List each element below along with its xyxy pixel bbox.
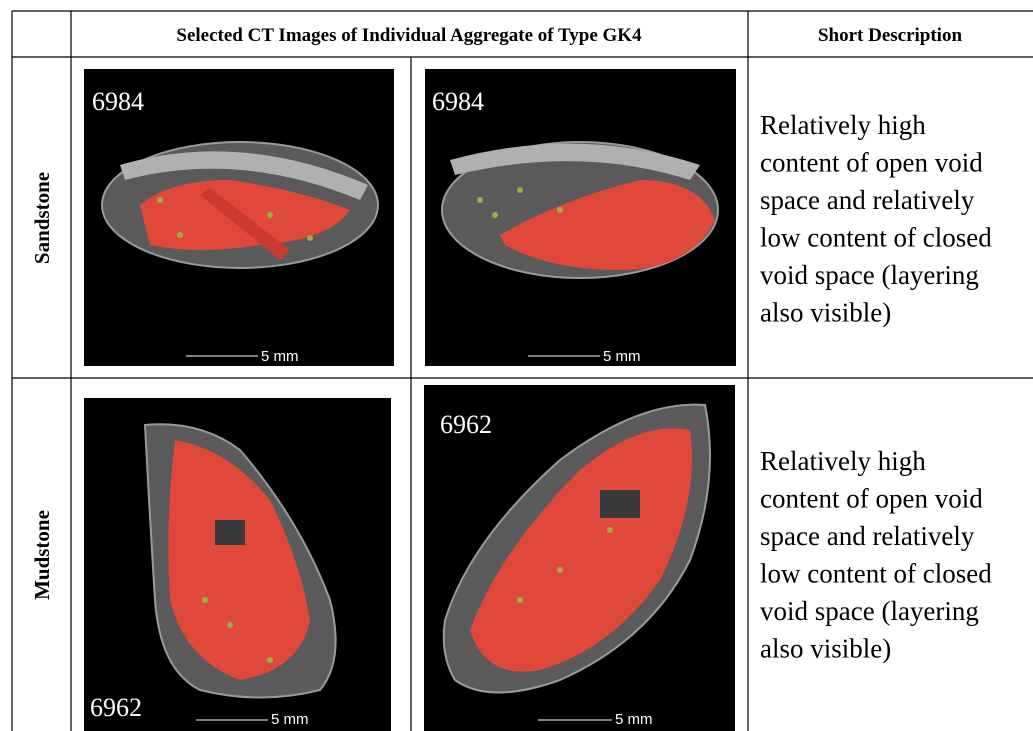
ct-image bbox=[84, 398, 391, 731]
description: Relatively high content of open void space… bbox=[760, 446, 992, 664]
header-cell: Selected CT Images of Individual Aggrega… bbox=[176, 25, 642, 46]
row-label: Sandstone bbox=[30, 172, 54, 264]
scale-label: 5 mm bbox=[271, 711, 309, 728]
row-label: Mudstone bbox=[30, 510, 54, 600]
ct-image bbox=[84, 69, 394, 366]
scale-label: 5 mm bbox=[261, 348, 299, 365]
image-id: 6984 bbox=[432, 87, 484, 116]
description-line: void space (layering bbox=[760, 260, 979, 290]
description-line: low content of closed bbox=[760, 223, 992, 253]
description-line: low content of closed bbox=[760, 559, 992, 589]
description-line: space and relatively bbox=[760, 185, 975, 215]
image-id: 6984 bbox=[92, 87, 144, 116]
description-line: also visible) bbox=[760, 634, 891, 664]
description-line: content of open void bbox=[760, 148, 983, 178]
image-id: 6962 bbox=[90, 693, 142, 722]
description: Relatively high content of open void space… bbox=[760, 110, 992, 328]
image-id: 6962 bbox=[440, 410, 492, 439]
description-line: Relatively high bbox=[760, 446, 926, 476]
description-line: Relatively high bbox=[760, 110, 926, 140]
scale-label: 5 mm bbox=[615, 711, 653, 728]
ct-image bbox=[424, 385, 735, 731]
description-line: void space (layering bbox=[760, 596, 979, 626]
ct-image bbox=[425, 69, 736, 366]
description-line: also visible) bbox=[760, 298, 891, 328]
scale-label: 5 mm bbox=[603, 348, 641, 365]
description-line: space and relatively bbox=[760, 521, 975, 551]
header-cell: Short Description bbox=[818, 25, 963, 46]
description-line: content of open void bbox=[760, 484, 983, 514]
